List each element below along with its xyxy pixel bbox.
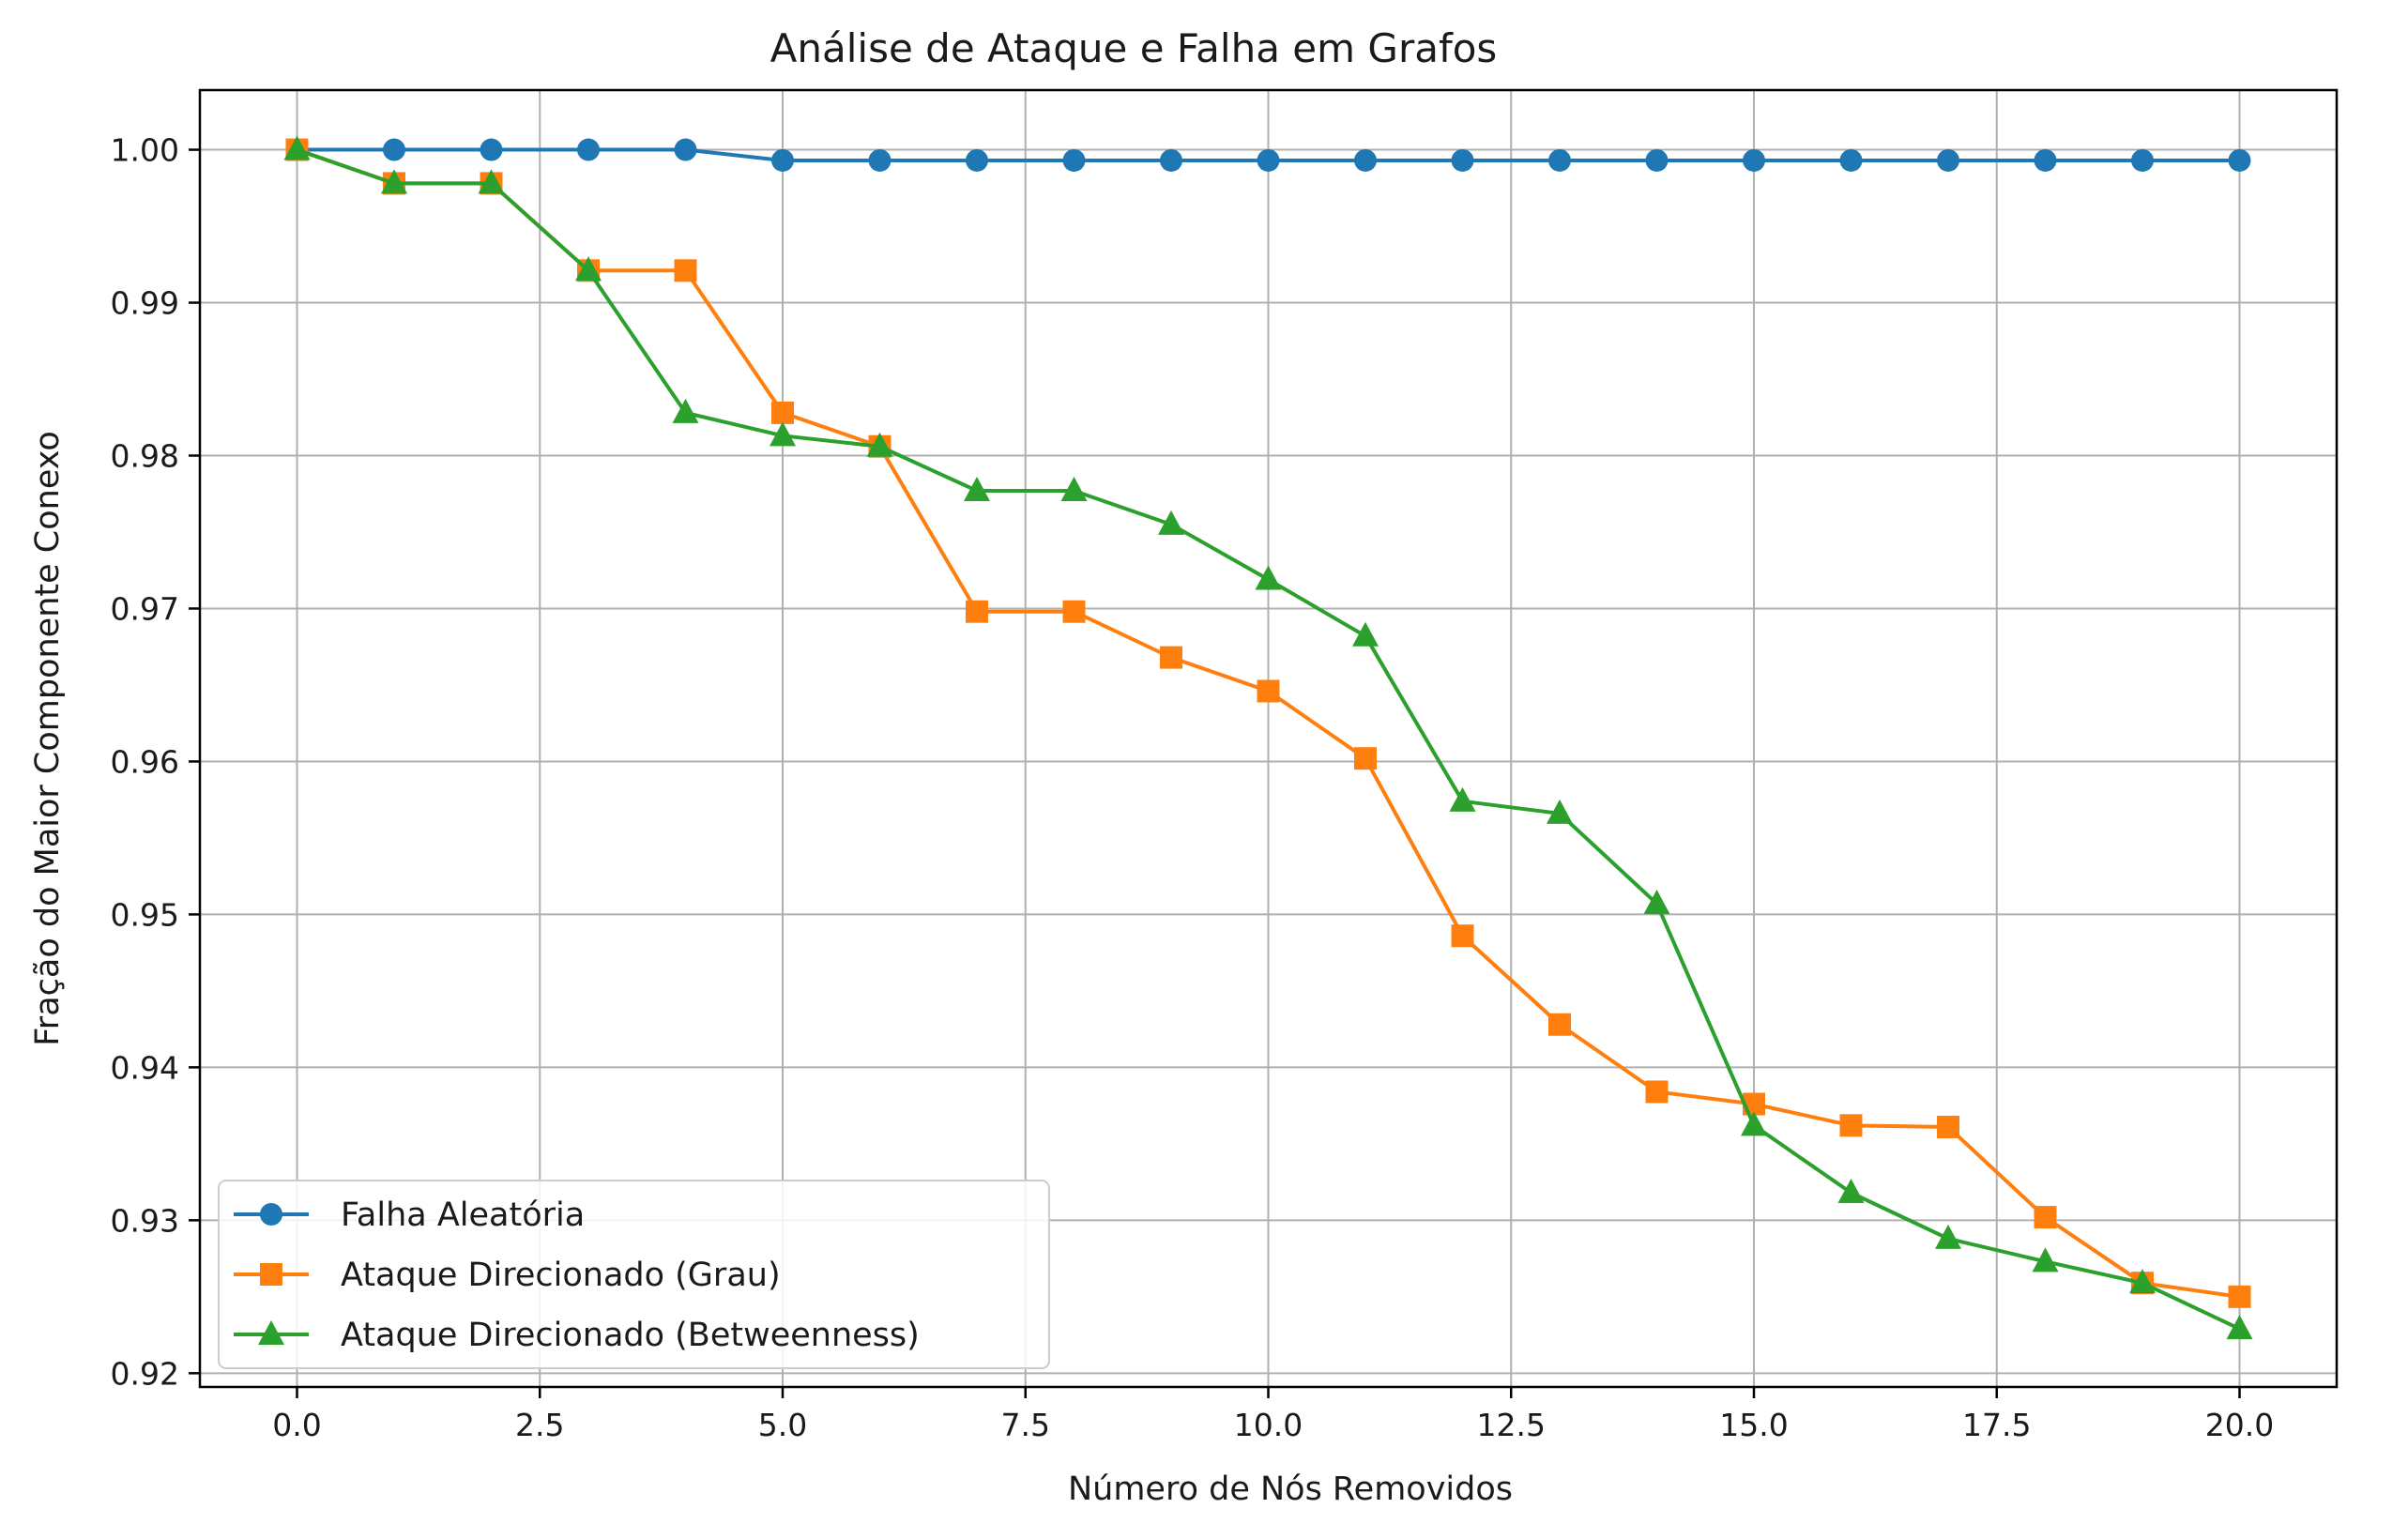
data-point [1354,148,1377,172]
data-point [771,401,794,424]
data-point [1741,1111,1767,1136]
data-point [1257,148,1280,172]
data-point [1839,148,1863,172]
data-point [1937,148,1959,172]
data-point [283,135,311,160]
data-point [2034,1206,2057,1229]
data-point [966,600,988,623]
data-point [2032,1247,2059,1272]
y-tick-label: 0.98 [111,438,179,475]
y-tick-label: 0.92 [111,1355,179,1392]
legend-marker [260,1263,282,1286]
data-point [480,138,503,161]
series-layer [283,135,2253,1340]
legend-item: Falha Aleatória [234,1196,585,1234]
data-point [1743,148,1765,172]
y-axis-label: Fração do Maior Componente Conexo [29,431,67,1046]
x-tick-label: 10.0 [1234,1407,1303,1443]
data-point [1837,1179,1865,1204]
legend-marker [258,1320,284,1345]
data-point [672,398,699,423]
data-point [1257,679,1280,703]
y-tick-label: 0.93 [111,1202,179,1239]
data-point [1548,148,1571,172]
data-point [1062,148,1086,172]
x-tick-label: 7.5 [1001,1407,1050,1443]
chart-title: Análise de Ataque e Falha em Grafos [770,25,1498,71]
data-point [866,432,893,457]
data-point [1643,890,1670,915]
data-point [1449,786,1476,812]
data-point [1160,148,1182,172]
data-point [2131,148,2154,172]
y-tick-label: 0.95 [111,896,179,933]
data-point [1352,621,1379,647]
data-point [674,138,697,161]
legend-label: Ataque Direcionado (Betweenness) [341,1317,920,1354]
data-point [2228,148,2251,172]
data-point [577,138,600,161]
data-point [2129,1269,2156,1294]
data-point [2228,1285,2251,1308]
data-point [1937,1115,1959,1138]
legend-label: Ataque Direcionado (Grau) [341,1257,781,1294]
data-point [868,148,892,172]
data-point [1935,1224,1961,1249]
data-point [966,148,988,172]
legend-label: Falha Aleatória [341,1196,585,1234]
data-point [1255,565,1282,590]
x-tick-label: 5.0 [758,1407,807,1443]
data-point [1548,1013,1571,1036]
data-point [1354,747,1377,770]
data-point [771,148,794,172]
data-point [1158,510,1184,535]
data-point [1062,600,1086,623]
data-point [1451,148,1474,172]
x-tick-label: 20.0 [2205,1407,2274,1443]
data-point [1645,1080,1669,1104]
legend: Falha Aleatória Ataque Direcionado (Grau)… [218,1180,1050,1369]
x-tick-label: 0.0 [272,1407,321,1443]
data-point [2226,1315,2253,1340]
legend-frame [218,1180,1050,1369]
data-point [770,421,796,447]
axis-ticks: 0.0 2.5 5.0 7.5 10.0 12.5 15.0 17.5 20.0 0.92 0.93… [111,132,2275,1443]
data-point [383,138,405,161]
x-tick-label: 12.5 [1477,1407,1546,1443]
data-point [1839,1114,1863,1137]
data-point [381,169,407,194]
x-tick-label: 2.5 [515,1407,564,1443]
y-tick-label: 0.96 [111,743,179,780]
data-point [964,476,990,501]
series-3 [283,135,2253,1340]
series-1 [285,138,2251,172]
x-tick-label: 15.0 [1719,1407,1788,1443]
data-point [1547,799,1573,824]
y-tick-label: 0.97 [111,590,179,627]
data-point [575,256,602,282]
data-point [478,169,505,194]
data-point [1060,476,1088,501]
y-tick-label: 0.99 [111,285,179,322]
data-point [1160,646,1182,669]
data-point [1451,924,1474,948]
data-point [2034,148,2057,172]
x-tick-label: 17.5 [1962,1407,2031,1443]
legend-item: Ataque Direcionado (Grau) [234,1257,781,1294]
data-point [674,259,697,282]
legend-marker [260,1203,282,1226]
legend-item: Ataque Direcionado (Betweenness) [234,1317,920,1354]
data-point [1645,148,1669,172]
y-tick-label: 0.94 [111,1049,179,1086]
y-tick-label: 1.00 [111,132,179,169]
x-axis-label: Número de Nós Removidos [1068,1470,1513,1508]
